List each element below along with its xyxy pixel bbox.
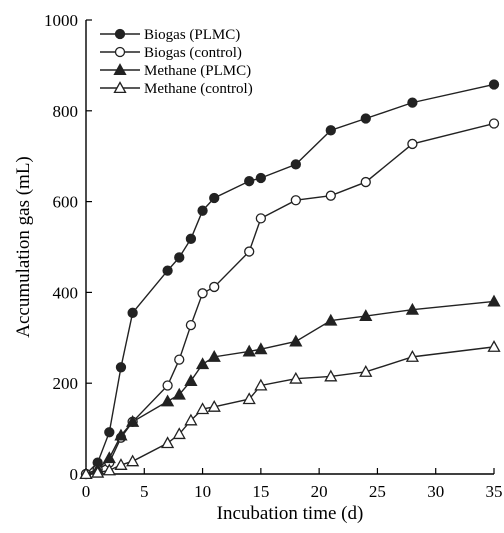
series-line <box>85 83 495 475</box>
data-point <box>184 413 198 426</box>
data-point <box>160 436 175 449</box>
data-point <box>162 380 173 391</box>
data-point <box>162 265 173 276</box>
x-tick-label: 25 <box>369 482 386 501</box>
y-axis-title: Accumulation gas (mL) <box>13 156 34 338</box>
y-tick-label: 400 <box>53 283 79 302</box>
data-point <box>79 467 93 480</box>
data-point <box>242 344 256 357</box>
data-point <box>195 357 210 370</box>
data-point <box>289 334 303 347</box>
legend-label: Methane (PLMC) <box>144 63 251 79</box>
data-point <box>254 378 268 391</box>
data-point <box>255 172 267 184</box>
data-point <box>405 302 420 315</box>
data-point <box>102 451 116 464</box>
data-point <box>114 458 128 470</box>
ticks: 0 5 10 15 20 25 30 35 0 200 400 600 800 1000 <box>44 11 503 501</box>
data-point <box>289 371 303 384</box>
legend-marker <box>114 28 126 40</box>
data-point <box>185 233 197 244</box>
y-tick-label: 200 <box>53 374 79 393</box>
legend-label: Methane (control) <box>144 81 253 97</box>
data-point <box>172 387 186 400</box>
data-point <box>360 176 371 188</box>
data-point <box>290 195 301 206</box>
series-line <box>85 346 495 475</box>
data-point <box>184 374 198 386</box>
data-point <box>359 365 373 377</box>
data-point <box>244 246 255 257</box>
data-point <box>127 307 138 318</box>
data-point <box>488 118 500 129</box>
legend-marker <box>114 46 126 58</box>
data-point <box>242 392 256 405</box>
data-point <box>195 402 210 415</box>
data-point <box>91 465 105 478</box>
axes <box>85 20 494 475</box>
series-line <box>85 300 495 475</box>
data-point <box>488 79 500 90</box>
y-tick-label: 800 <box>53 102 79 121</box>
x-axis-title: Incubation time (d) <box>217 503 364 524</box>
data-point <box>209 192 220 204</box>
data-point <box>102 463 116 476</box>
legend-item: Biogas (control) <box>100 45 242 61</box>
series-4 <box>79 340 501 480</box>
y-tick-label: 0 <box>70 465 79 484</box>
y-tick-label: 600 <box>53 193 79 212</box>
data-point <box>360 113 371 124</box>
x-tick-label: 5 <box>140 482 149 501</box>
legend-label: Biogas (control) <box>144 45 242 61</box>
x-tick-label: 20 <box>311 482 328 501</box>
data-point <box>209 281 220 293</box>
data-point <box>487 340 501 352</box>
data-point <box>174 252 185 263</box>
data-point <box>160 394 175 407</box>
data-point <box>255 213 267 224</box>
x-tick-label: 15 <box>252 482 269 501</box>
legend-marker <box>113 81 127 94</box>
data-point <box>207 350 221 362</box>
legend-item: Methane (control) <box>100 81 253 97</box>
data-point <box>197 205 208 216</box>
legend-item: Methane (PLMC) <box>100 63 251 79</box>
data-point <box>487 294 501 307</box>
legend-label: Biogas (PLMC) <box>144 27 240 43</box>
data-point <box>407 138 418 150</box>
data-point <box>115 362 127 373</box>
x-tick-label: 10 <box>194 482 211 501</box>
data-point <box>172 427 186 440</box>
data-point <box>207 399 221 412</box>
data-point <box>254 342 268 355</box>
data-point <box>244 176 255 187</box>
data-point <box>325 190 336 201</box>
legend: Biogas (PLMC) Biogas (control) Methane (PL… <box>100 27 253 97</box>
data-point <box>104 427 115 438</box>
series-3 <box>79 294 501 480</box>
y-tick-label: 1000 <box>44 11 78 30</box>
data-point <box>185 319 197 331</box>
data-point <box>114 428 128 441</box>
x-tick-label: 35 <box>486 482 503 501</box>
data-point <box>405 350 420 362</box>
data-point <box>324 313 338 326</box>
data-point <box>174 354 185 365</box>
series-layer <box>79 79 501 480</box>
x-tick-label: 0 <box>82 482 91 501</box>
series-1 <box>80 79 500 480</box>
data-point <box>359 309 373 322</box>
data-point <box>126 414 140 427</box>
legend-marker <box>113 63 127 76</box>
legend-item: Biogas (PLMC) <box>100 27 240 43</box>
data-point <box>290 159 301 170</box>
x-tick-label: 30 <box>427 482 444 501</box>
series-line <box>85 122 495 475</box>
data-point <box>324 369 338 382</box>
data-point <box>197 288 208 299</box>
data-point <box>325 125 336 136</box>
data-point <box>126 454 140 467</box>
data-point <box>407 97 418 108</box>
